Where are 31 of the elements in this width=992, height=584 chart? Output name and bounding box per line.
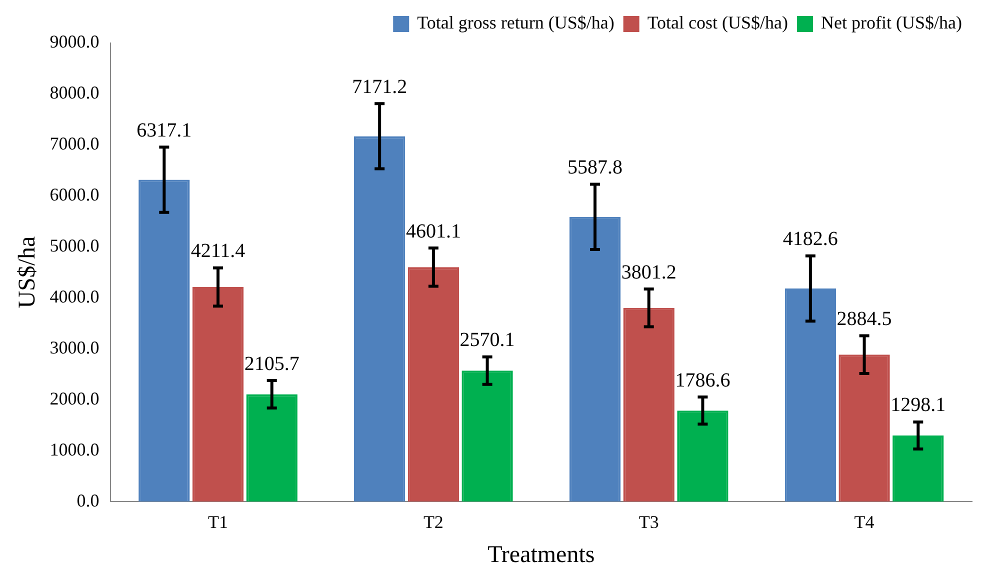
data-label: 3801.2: [621, 261, 676, 284]
y-tick-label: 9000.0: [50, 32, 100, 52]
y-tick-label: 0.0: [76, 490, 100, 510]
y-tick-label: 1000.0: [50, 439, 100, 460]
y-tick-label: 4000.0: [50, 286, 100, 307]
y-tick-label: 8000.0: [50, 82, 100, 103]
data-label: 4211.4: [190, 240, 246, 262]
data-label: 2105.7: [244, 352, 300, 375]
legend-label: Total gross return (US$/ha): [417, 12, 614, 33]
y-tick-label: 7000.0: [50, 134, 100, 154]
legend-label: Total cost (US$/ha): [647, 12, 788, 33]
x-tick-label: T4: [854, 512, 874, 532]
x-tick-label: T1: [208, 512, 228, 532]
y-tick-label: 2000.0: [50, 388, 100, 408]
legend-label: Net profit (US$/ha): [821, 12, 962, 33]
data-label: 1298.1: [890, 394, 946, 416]
data-label: 4601.1: [406, 220, 461, 242]
data-label: 6317.1: [136, 119, 192, 142]
x-axis-title: Treatments: [488, 542, 595, 568]
data-label: 2570.1: [460, 329, 515, 352]
x-tick-label: T2: [423, 512, 444, 532]
data-label: 7171.2: [352, 76, 408, 98]
y-tick-label: 3000.0: [50, 337, 100, 358]
y-tick-label: 6000.0: [50, 184, 100, 205]
data-label: 4182.6: [782, 228, 838, 250]
x-tick-label: T3: [638, 512, 659, 532]
y-tick-label: 5000.0: [50, 236, 100, 256]
data-label: 1786.6: [675, 369, 730, 392]
y-axis-title: US$/ha: [14, 236, 41, 308]
data-label: 5587.8: [568, 156, 623, 179]
data-label: 2884.5: [836, 308, 892, 330]
